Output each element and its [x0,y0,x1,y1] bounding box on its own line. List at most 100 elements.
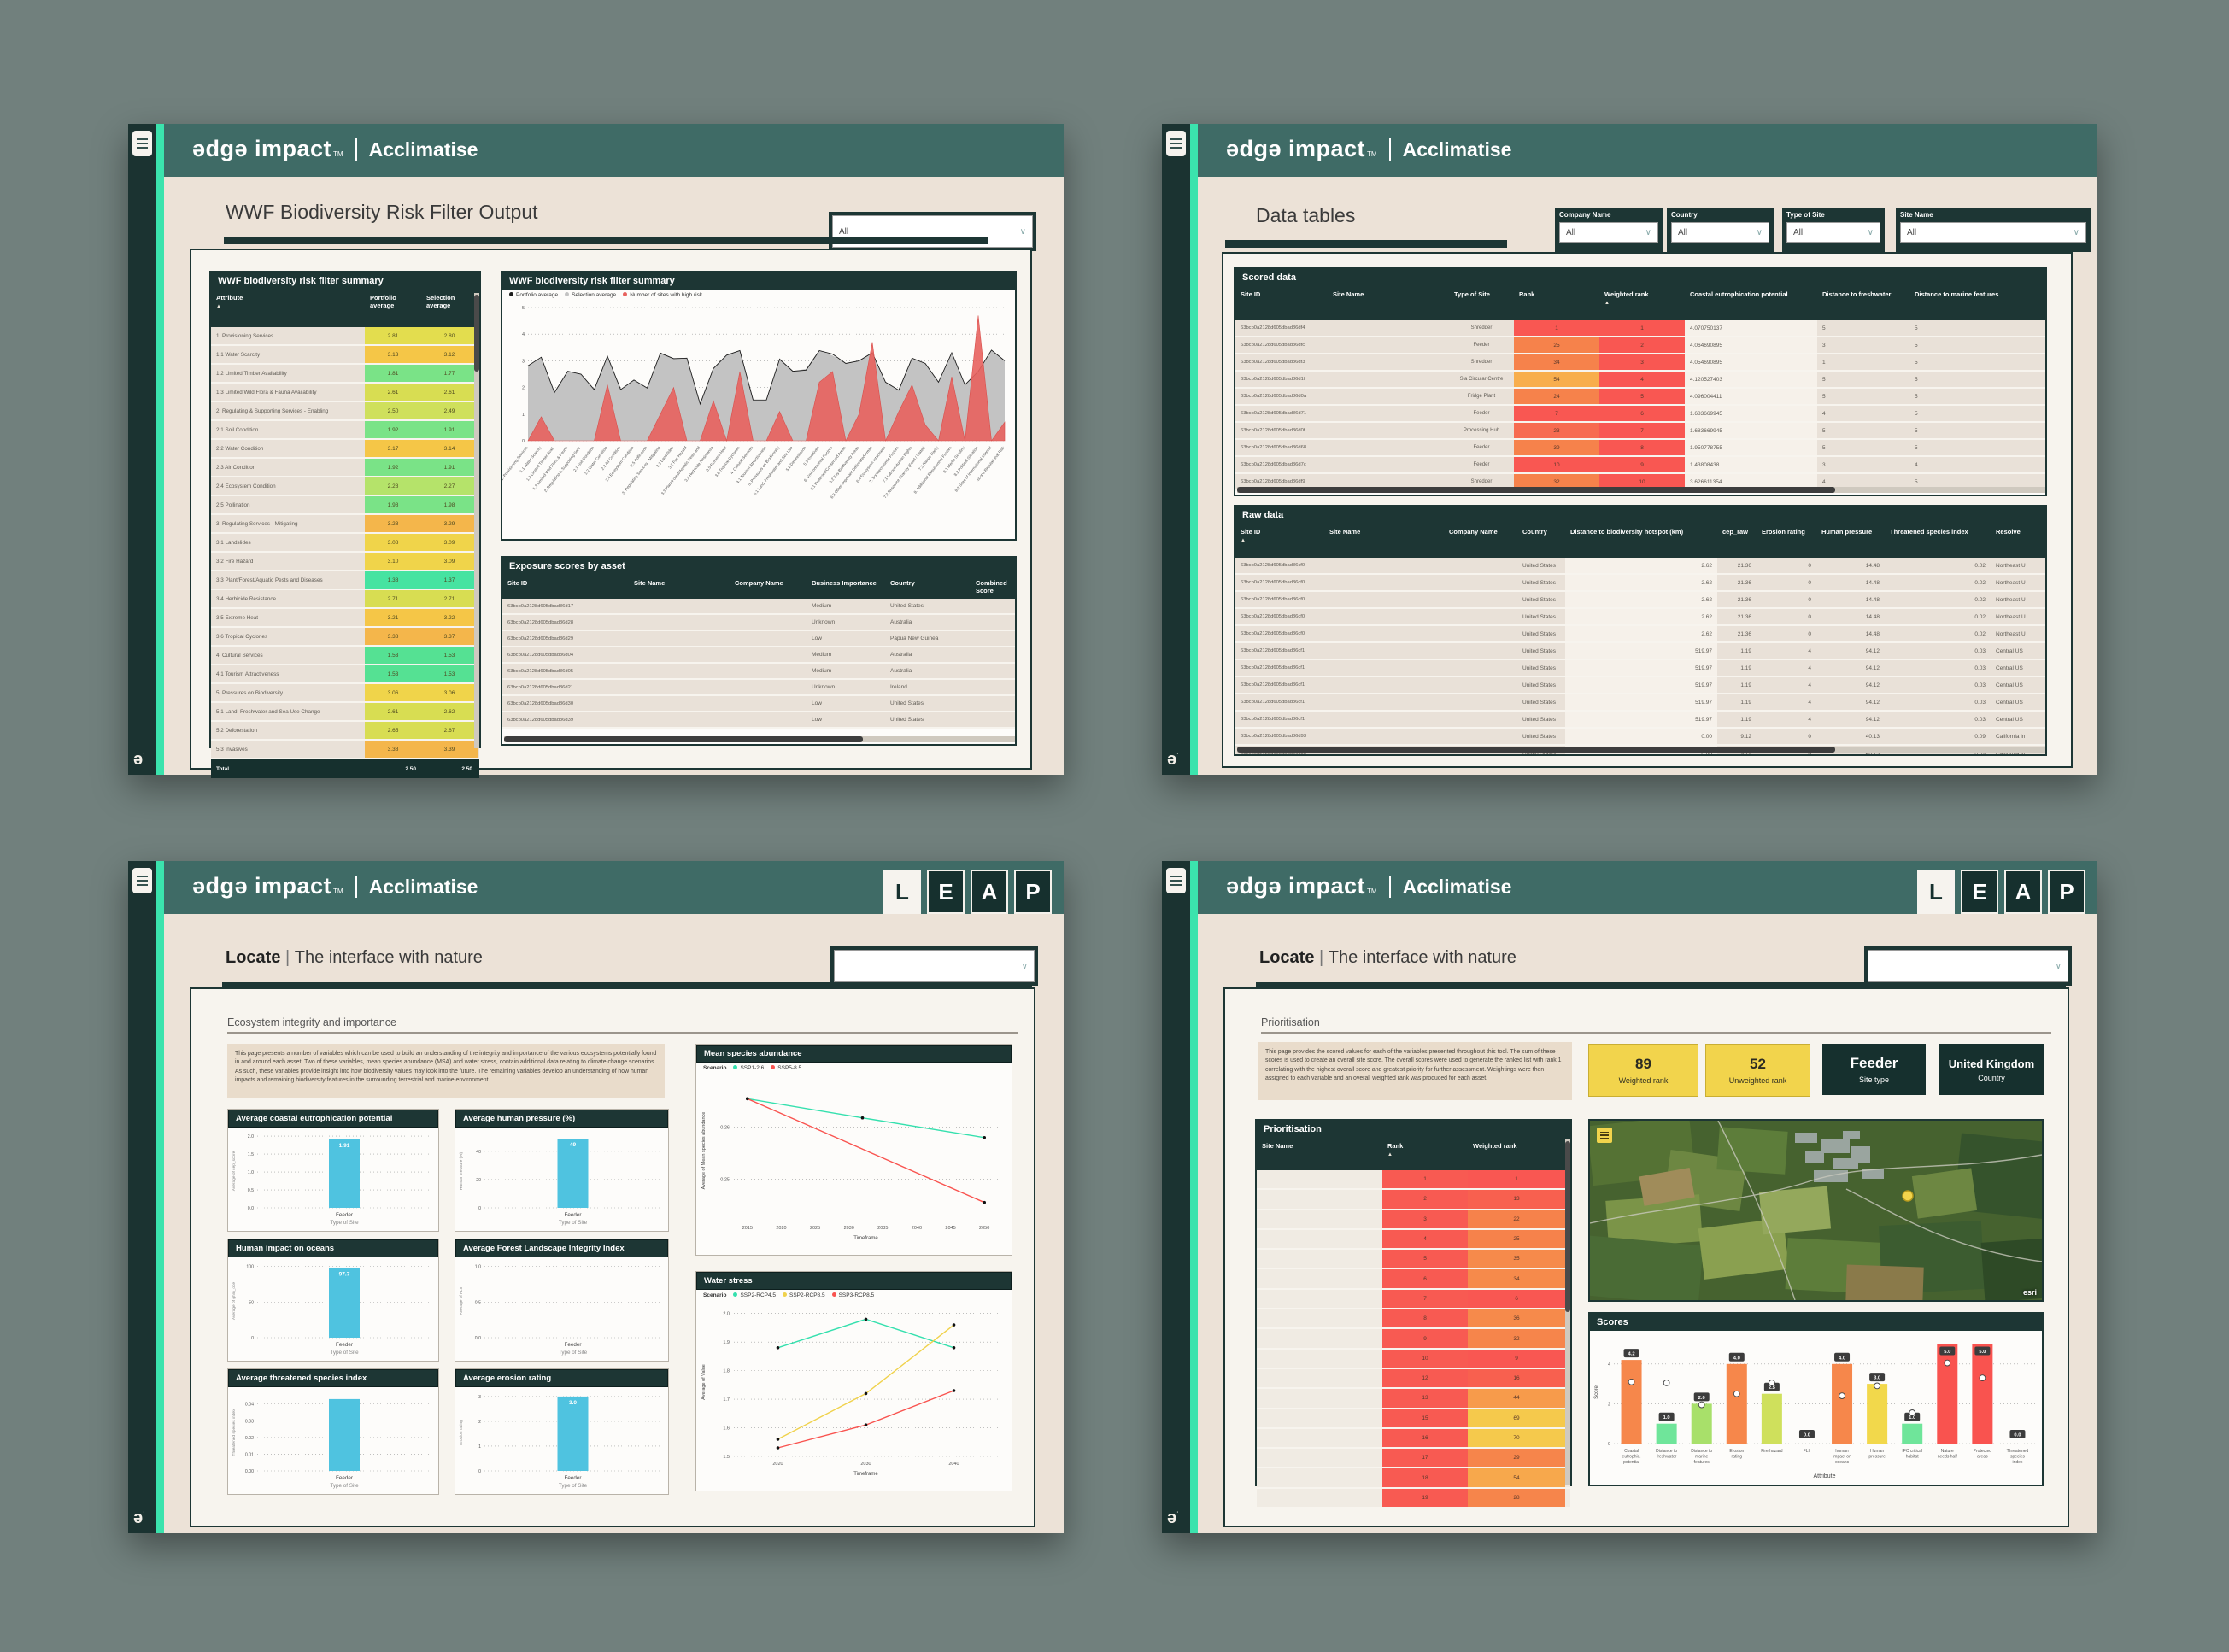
table-row[interactable]: 63bcb0a2128d605dbad86df3 Shredder 34 3 4.054… [1235,354,2045,372]
table-row[interactable]: 3.3 Plant/Forest/Aquatic Pests and Disea… [211,571,479,590]
table-row[interactable]: 2.4 Ecosystem Condition 2.28 2.27 [211,477,479,496]
table-row[interactable]: 8 36 [1257,1309,1570,1330]
column-header[interactable]: Erosion rating [1762,528,1805,536]
table-row[interactable]: 3.4 Herbicide Resistance 2.71 2.71 [211,590,479,609]
table-row[interactable]: 1.1 Water Scarcity 3.13 3.12 [211,346,479,365]
column-header[interactable]: Site ID ▲ [1235,524,1324,558]
column-header[interactable]: Site Name [634,579,666,587]
filter-dropdown[interactable]: All ∨ [1900,222,2086,243]
table-row[interactable]: 2 13 [1257,1190,1570,1210]
leap-button-a[interactable]: A [2004,870,2042,914]
filter-dropdown[interactable]: All ∨ [1786,222,1880,243]
column-header[interactable]: cep_raw [1722,528,1749,536]
table-row[interactable]: 63bcb0a2128d605dbad86d29 Low Papua New Gui… [502,631,1015,647]
table-row[interactable]: 5 35 [1257,1250,1570,1270]
column-header[interactable]: Site Name [1333,290,1364,298]
table-row[interactable]: 17 29 [1257,1449,1570,1469]
column-header[interactable]: Selection average [426,294,455,309]
table-row[interactable]: 2.1 Soil Condition 1.92 1.91 [211,421,479,440]
leap-button-p[interactable]: P [1014,870,1052,914]
table-row[interactable]: 63bcb0a2128d605dbad86d39 Low United States [502,712,1015,729]
table-row[interactable]: 5.3 Invasives 3.38 3.39 [211,741,479,759]
exposure-hscrollbar[interactable] [504,736,1015,742]
column-header[interactable]: Portfolio average [370,294,396,309]
table-row[interactable]: 63bcb0a2128d605dbad86d28 Unknown Australia [502,615,1015,631]
table-row[interactable]: 63bcb0a2128d605dbad86d68 Feeder 39 8 1.95077… [1235,440,2045,457]
table-row[interactable]: 63bcb0a2128d605dbad86d71 Feeder 7 6 1.683669… [1235,406,2045,423]
leap-button-a[interactable]: A [971,870,1008,914]
table-row[interactable]: 19 28 [1257,1488,1570,1509]
table-row[interactable]: 2.2 Water Condition 3.17 3.14 [211,440,479,459]
column-header[interactable]: Rank ▲ [1382,1138,1468,1170]
table-row[interactable]: 63bcb0a2128d605dbad86d21 Unknown Ireland [502,680,1015,696]
table-row[interactable]: 4. Cultural Services 1.53 1.53 [211,647,479,665]
column-header[interactable]: Business Importance [812,579,877,587]
column-header[interactable]: Distance to biodiversity hotspot (km) [1570,528,1684,536]
table-row[interactable]: 63bcb0a2128d605dbad86cf1 United States 519… [1235,677,2045,694]
column-header[interactable]: Weighted rank [1473,1142,1517,1150]
table-row[interactable]: 63bcb0a2128d605dbad86d7c Feeder 10 9 1.43808… [1235,457,2045,474]
map-menu-button[interactable] [1597,1128,1612,1143]
table-row[interactable]: 63bcb0a2128d605dbad86d30 Low United States [502,696,1015,712]
table-row[interactable]: 63bcb0a2128d605dbad86cf0 United States 2.6… [1235,592,2045,609]
menu-icon[interactable] [132,868,152,893]
table-row[interactable]: 63bcb0a2128d605dbad86cf0 United States 2.6… [1235,575,2045,592]
table-row[interactable]: 63bcb0a2128d605dbad86d0a Fridge Plant 24 5 4… [1235,389,2045,406]
table-row[interactable]: 1.2 Limited Timber Availability 1.81 1.77 [211,365,479,384]
table-row[interactable]: 13 44 [1257,1389,1570,1409]
column-header[interactable]: Distance to freshwater [1822,290,1892,298]
table-row[interactable]: 9 32 [1257,1329,1570,1350]
site-filter-dropdown[interactable]: ∨ [834,950,1035,982]
table-row[interactable]: 63bcb0a2128d605dbad86cf0 United States 2.6… [1235,609,2045,626]
column-header[interactable]: Type of Site [1454,290,1490,298]
table-row[interactable]: 12 16 [1257,1368,1570,1390]
table-row[interactable]: 1. Provisioning Services 2.81 2.80 [211,327,479,346]
column-header[interactable]: Site Name [1329,528,1361,536]
table-row[interactable]: 63bcb0a2128d605dbad86cf1 United States 519… [1235,660,2045,677]
kpi-unweighted-rank[interactable]: 52 Unweighted rank [1705,1044,1810,1097]
table-row[interactable]: 63bcb0a2128d605dbad86cf0 United States 2.6… [1235,626,2045,643]
column-header[interactable]: Resolve [1996,528,2021,536]
column-header[interactable]: Rank [1519,290,1535,298]
column-header[interactable]: Site ID [1241,290,1261,298]
table-row[interactable]: 3.1 Landslides 3.08 3.09 [211,534,479,553]
table-row[interactable]: 5. Pressures on Biodiversity 3.06 3.06 [211,684,479,703]
scored-hscrollbar[interactable] [1237,487,2045,493]
table-row[interactable]: 16 70 [1257,1428,1570,1450]
table-row[interactable]: 1.3 Limited Wild Flora & Fauna Availabil… [211,384,479,402]
column-header[interactable]: Country [1522,528,1547,536]
leap-button-l[interactable]: L [1917,870,1955,914]
column-header[interactable]: Coastal eutrophication potential [1690,290,1788,298]
menu-icon[interactable] [1166,868,1186,893]
table-row[interactable]: 63bcb0a2128d605dbad86d93 United States 0.0… [1235,729,2045,746]
table-row[interactable]: 4 25 [1257,1229,1570,1251]
table-row[interactable]: 3. Regulating Services - Mitigating 3.28 3… [211,515,479,534]
table-row[interactable]: 4.1 Tourism Attractiveness 1.53 1.53 [211,665,479,684]
table-row[interactable]: 6 34 [1257,1269,1570,1290]
column-header[interactable]: Weighted rank ▲ [1599,286,1685,320]
column-header[interactable]: Country [890,579,915,587]
table-row[interactable]: 63bcb0a2128d605dbad86d17 Medium United Sta… [502,599,1015,615]
leap-button-l[interactable]: L [883,870,921,914]
table-row[interactable]: 2.5 Pollination 1.98 1.98 [211,496,479,515]
table-row[interactable]: 15 69 [1257,1409,1570,1429]
column-header[interactable]: Human pressure [1821,528,1873,536]
table-row[interactable]: 3 22 [1257,1210,1570,1230]
column-header[interactable]: Company Name [1449,528,1498,536]
menu-icon[interactable] [132,131,152,156]
site-filter-dropdown[interactable]: ∨ [1868,950,2068,982]
kpi-weighted-rank[interactable]: 89 Weighted rank [1588,1044,1698,1097]
table-row[interactable]: 63bcb0a2128d605dbad86df4 Shredder 1 1 4.0707… [1235,320,2045,337]
leap-button-e[interactable]: E [1961,870,1998,914]
table-row[interactable]: 10 9 [1257,1349,1570,1369]
column-header[interactable]: Combined Score [976,579,1007,595]
kpi-site-type[interactable]: Feeder Site type [1822,1044,1926,1095]
summary-scrollbar[interactable] [474,293,479,748]
column-header[interactable]: Site Name [1262,1142,1293,1150]
table-row[interactable]: 63bcb0a2128d605dbad86d0f Processing Hub 23… [1235,423,2045,440]
table-row[interactable]: 18 54 [1257,1468,1570,1489]
table-row[interactable]: 3.2 Fire Hazard 3.10 3.09 [211,553,479,571]
prioritisation-scrollbar[interactable] [1565,1139,1570,1485]
